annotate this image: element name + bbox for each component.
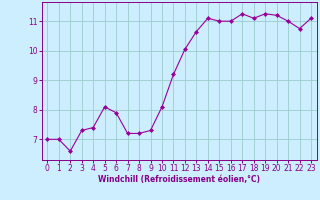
X-axis label: Windchill (Refroidissement éolien,°C): Windchill (Refroidissement éolien,°C) bbox=[98, 175, 260, 184]
